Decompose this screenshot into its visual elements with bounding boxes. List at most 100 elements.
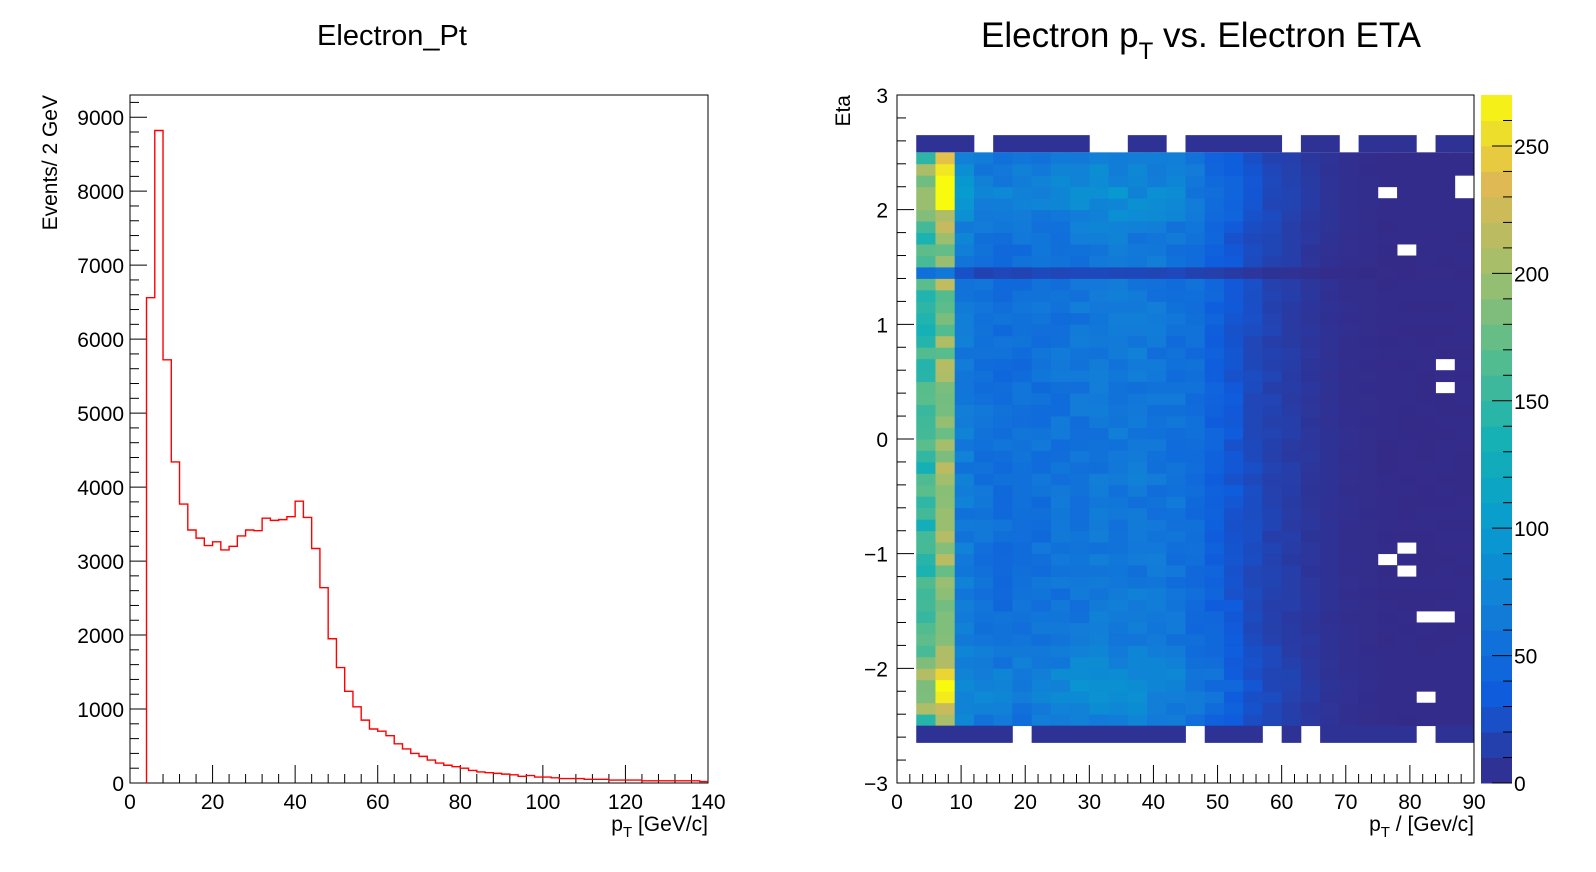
heatmap-x-axis-label-main: p <box>1369 813 1381 836</box>
heatmap-cell <box>1243 186 1263 199</box>
heatmap-cell <box>1281 221 1302 233</box>
heatmap-cell <box>1089 611 1109 623</box>
heatmap-cell <box>1223 278 1244 291</box>
heatmap-cell <box>1243 542 1263 555</box>
heatmap-cell <box>1166 588 1186 600</box>
histogram-y-tick-label: 0 <box>112 773 124 796</box>
heatmap-cell <box>1012 530 1033 543</box>
heatmap-cell <box>1108 267 1129 279</box>
heatmap-cell <box>1166 427 1186 440</box>
heatmap-cell <box>973 221 994 233</box>
heatmap-cell <box>1147 198 1167 211</box>
heatmap-cell <box>1166 576 1186 589</box>
heatmap-cell <box>954 473 975 486</box>
heatmap-cell <box>1108 416 1129 428</box>
heatmap-cell <box>1050 163 1071 176</box>
heatmap-cell <box>1108 576 1129 589</box>
heatmap-cell <box>1127 289 1148 302</box>
heatmap-x-tick-label: 70 <box>1334 791 1357 814</box>
heatmap-cell <box>973 656 994 669</box>
heatmap-cell <box>1416 267 1436 279</box>
heatmap-cell <box>1377 347 1398 360</box>
heatmap-cell <box>1050 622 1071 635</box>
heatmap-cell <box>973 691 994 704</box>
heatmap-cell <box>993 461 1013 474</box>
colorbar-segment <box>1481 222 1512 249</box>
heatmap-cell <box>973 633 994 646</box>
heatmap-cell <box>1397 358 1417 371</box>
heatmap-cell <box>973 301 994 314</box>
heatmap-cell <box>1300 611 1321 623</box>
heatmap-cell <box>1223 370 1244 383</box>
heatmap-cell <box>954 135 975 153</box>
heatmap-cell <box>954 267 975 279</box>
heatmap-cell <box>1166 645 1186 658</box>
heatmap-cell <box>1339 347 1359 360</box>
heatmap-cell <box>1377 335 1398 348</box>
heatmap-cell <box>1339 656 1359 669</box>
heatmap-cell <box>1050 484 1071 497</box>
heatmap-cell <box>1377 135 1398 153</box>
heatmap-cell <box>1416 439 1436 451</box>
heatmap-cell <box>1204 461 1225 474</box>
heatmap-cell <box>1416 289 1436 302</box>
heatmap-cell <box>1050 702 1071 715</box>
heatmap-cell <box>1339 209 1359 222</box>
heatmap-cell <box>1243 633 1263 646</box>
heatmap-cell <box>993 393 1013 405</box>
heatmap-cell <box>973 152 994 165</box>
heatmap-cell <box>1166 312 1186 325</box>
heatmap-cell <box>1397 221 1417 233</box>
heatmap-cell <box>1243 553 1263 566</box>
heatmap-cell <box>993 267 1013 279</box>
heatmap-cell <box>1358 679 1379 692</box>
heatmap-cell <box>1070 461 1090 474</box>
heatmap-cell <box>993 542 1013 555</box>
heatmap-cell <box>993 656 1013 669</box>
heatmap-cell <box>1089 484 1109 497</box>
heatmap-cell <box>1089 427 1109 440</box>
heatmap-cell <box>1358 588 1379 600</box>
heatmap-cell <box>1339 565 1359 577</box>
heatmap-cell <box>1147 393 1167 405</box>
heatmap-cell <box>1454 301 1475 314</box>
heatmap-cell <box>1223 542 1244 555</box>
heatmap-cell <box>1416 221 1436 233</box>
heatmap-cell <box>1300 198 1321 211</box>
heatmap-cell <box>1147 186 1167 199</box>
heatmap-cell <box>1108 461 1129 474</box>
heatmap-cell <box>1223 221 1244 233</box>
heatmap-cell <box>1262 484 1283 497</box>
heatmap-cell <box>1204 691 1225 704</box>
heatmap-cell <box>1262 312 1283 325</box>
heatmap-cell <box>1166 198 1186 211</box>
colorbar-segment <box>1481 706 1512 733</box>
heatmap-cell <box>1435 725 1456 743</box>
heatmap-cell <box>1127 611 1148 623</box>
heatmap-cell <box>1454 702 1475 715</box>
heatmap-cell <box>1454 461 1475 474</box>
heatmap-cell <box>1147 599 1167 612</box>
heatmap-cell <box>1089 473 1109 486</box>
heatmap-cell <box>1454 255 1475 268</box>
heatmap-cell <box>1089 312 1109 325</box>
heatmap-cell <box>1243 358 1263 371</box>
heatmap-cell <box>1127 519 1148 532</box>
heatmap-cell <box>1012 542 1033 555</box>
heatmap-cell <box>1243 519 1263 532</box>
heatmap-cell <box>1204 244 1225 256</box>
heatmap-cell <box>1397 370 1417 383</box>
heatmap-cell <box>1243 370 1263 383</box>
heatmap-cell <box>1300 175 1321 188</box>
heatmap-cell <box>1070 565 1090 577</box>
heatmap-cell <box>1031 163 1052 176</box>
heatmap-cell <box>1416 324 1436 337</box>
heatmap-cell <box>1166 301 1186 314</box>
heatmap-cell <box>1281 565 1302 577</box>
heatmap-cell <box>1300 588 1321 600</box>
heatmap-cell <box>1454 668 1475 681</box>
heatmap-cell <box>1166 221 1186 233</box>
heatmap-cell <box>1108 301 1129 314</box>
heatmap-cell <box>1185 358 1206 371</box>
heatmap-cell <box>1416 393 1436 405</box>
